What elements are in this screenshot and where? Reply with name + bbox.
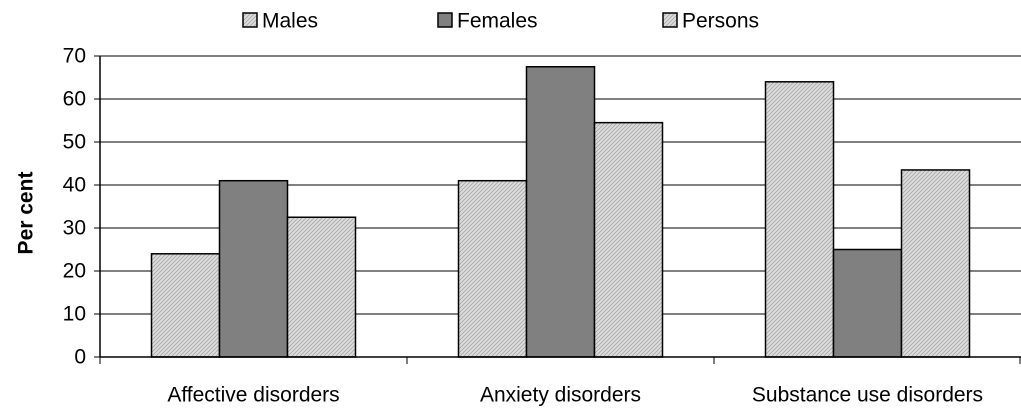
bar-persons-3 <box>900 169 971 358</box>
axes <box>94 55 1021 364</box>
y-tick-label: 50 <box>63 131 86 154</box>
bar-males-1 <box>150 253 221 358</box>
legend-swatch-males <box>242 12 258 28</box>
legend-swatch-persons <box>662 12 678 28</box>
bars <box>150 66 971 358</box>
y-tick-label: 20 <box>63 260 86 283</box>
y-axis-title: Per cent <box>15 172 38 255</box>
x-category-labels: Affective disorders Anxiety disorders Subs… <box>167 384 983 407</box>
bar-females-1 <box>218 179 289 358</box>
y-tick-label: 70 <box>63 45 86 68</box>
bar-males-3 <box>764 81 835 358</box>
legend: Males Females Persons <box>242 10 759 33</box>
y-tick-label: 30 <box>63 217 86 240</box>
x-category-label: Anxiety disorders <box>480 384 641 407</box>
bar-females-3 <box>832 248 903 358</box>
y-tick-label: 0 <box>74 346 86 369</box>
y-tick-label: 40 <box>63 174 86 197</box>
legend-label-males: Males <box>262 10 318 33</box>
bar-persons-1 <box>286 216 357 358</box>
x-category-label: Affective disorders <box>167 384 339 407</box>
legend-swatch-females <box>437 12 453 28</box>
y-tick-label: 10 <box>63 303 86 326</box>
legend-label-persons: Persons <box>682 10 759 33</box>
bar-males-2 <box>457 179 528 358</box>
x-category-label: Substance use disorders <box>752 384 983 407</box>
legend-label-females: Females <box>457 10 538 33</box>
y-tick-labels: 0 10 20 30 40 50 60 70 <box>63 45 86 369</box>
bar-females-2 <box>525 66 596 358</box>
y-tick-label: 60 <box>63 88 86 111</box>
bar-persons-2 <box>593 121 664 358</box>
